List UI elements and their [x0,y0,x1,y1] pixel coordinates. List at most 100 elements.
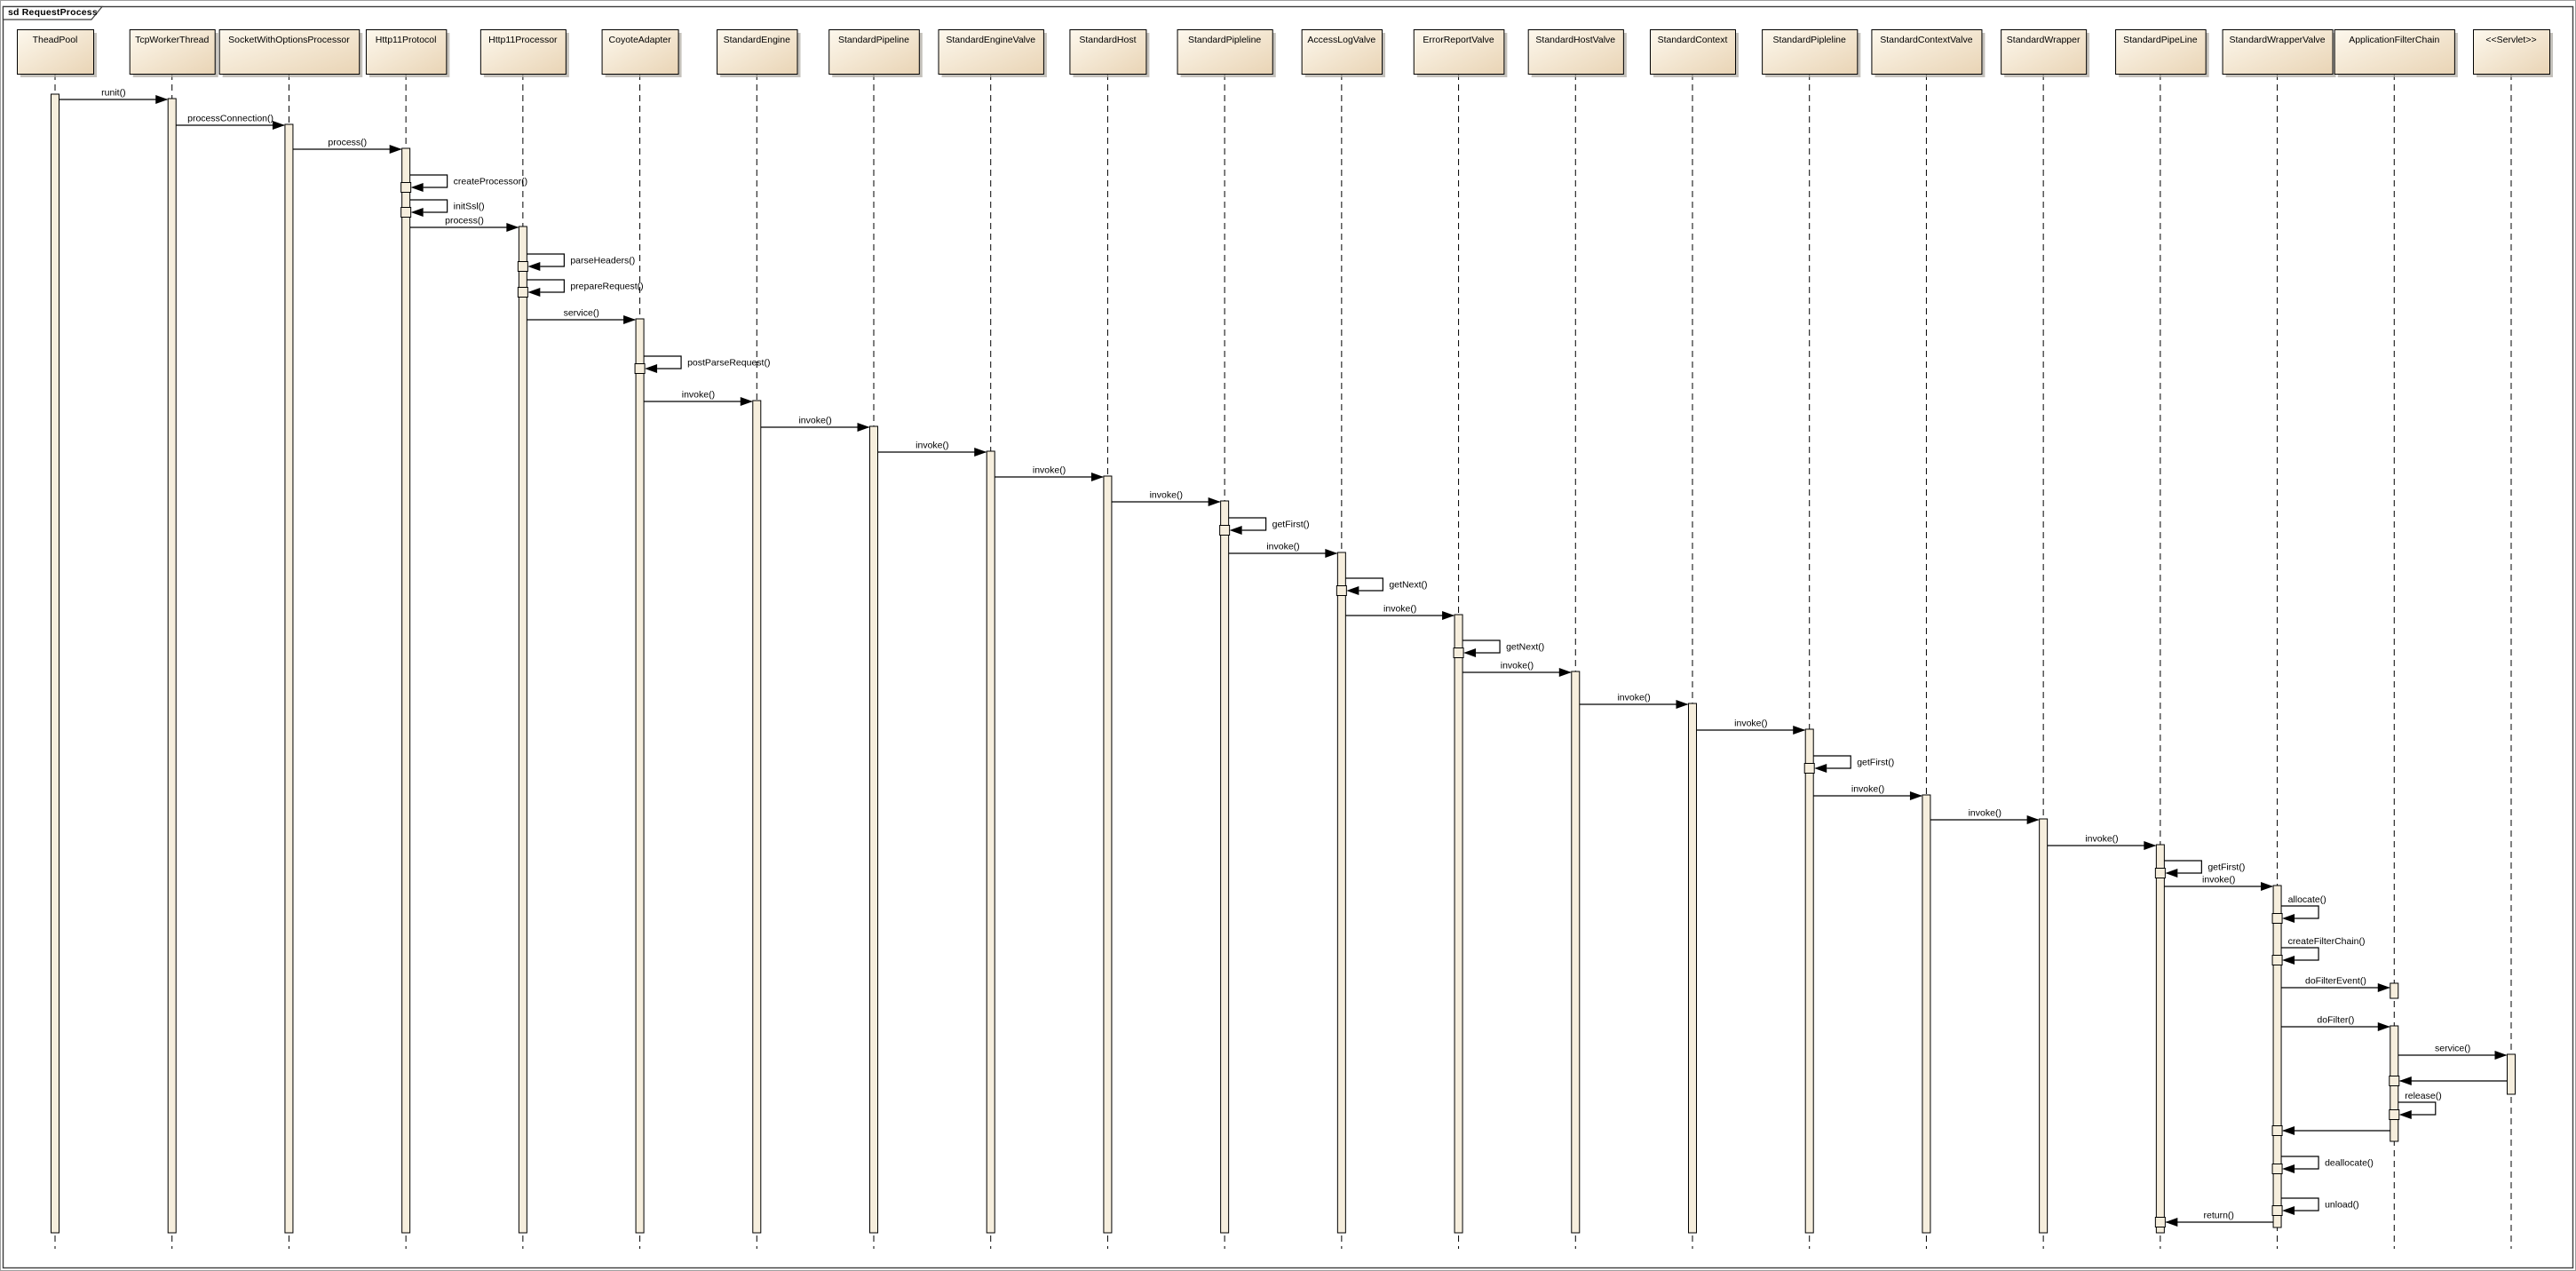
activation-bar[interactable] [2390,982,2399,999]
activation-bar[interactable] [635,318,645,1234]
activation-bar[interactable] [1571,671,1581,1234]
message-getfirst-23[interactable]: getFirst() [1803,755,1894,774]
lifeline-header-box[interactable] [365,29,448,75]
lifeline-tcpworkerthread[interactable]: TcpWorkerThread [129,29,218,1250]
activation-bar[interactable] [1687,703,1697,1234]
lifeline-standardpipleline[interactable]: StandardPipleline [1177,29,1276,1250]
message-preparerequest-7[interactable]: prepareRequest() [517,279,644,298]
activation-bar[interactable] [1454,614,1463,1234]
message-invoke-26[interactable]: invoke() [2047,834,2157,851]
message-invoke-12[interactable]: invoke() [877,441,987,457]
lifeline-standardpipeline[interactable]: StandardPipeline [828,29,923,1250]
lifeline-header-box[interactable] [2472,29,2550,75]
activation-bar[interactable] [518,226,527,1234]
arrowhead-left-icon [1814,764,1827,773]
message-dofilter-32[interactable]: doFilter() [2281,1015,2390,1032]
lifeline-header-box[interactable] [129,29,216,75]
lifeline-header-box[interactable] [17,29,94,75]
lifeline-header-box[interactable] [2334,29,2455,75]
lifeline-header-box[interactable] [1871,29,1983,75]
activation-bar[interactable] [51,93,59,1234]
message-invoke-13[interactable]: invoke() [995,465,1104,482]
lifeline-header-box[interactable] [1177,29,1273,75]
activation-bar[interactable] [2272,885,2282,1228]
message-getnext-19[interactable]: getNext() [1453,639,1544,658]
lifeline-standardpipeline[interactable]: StandardPipeLine [2115,29,2209,1250]
lifeline-applicationfilterchain[interactable]: ApplicationFilterChain [2334,29,2458,1250]
message-returnarrow-36[interactable] [2271,1125,2390,1136]
lifeline-header-box[interactable] [938,29,1044,75]
message-deallocate-37[interactable]: deallocate() [2271,1156,2374,1174]
activation-bar[interactable] [2155,844,2165,1234]
lifeline-header-box[interactable] [2222,29,2334,75]
message-getfirst-27[interactable]: getFirst() [2154,860,2245,878]
message-createfilterchain-30[interactable]: createFilterChain() [2271,936,2366,965]
lifeline-header-box[interactable] [828,29,920,75]
lifeline-header-box[interactable] [1527,29,1624,75]
activation-bar[interactable] [2039,818,2049,1234]
message-processconnection-1[interactable]: processConnection() [176,114,285,131]
message-getfirst-15[interactable]: getFirst() [1219,517,1310,536]
message-service-33[interactable]: service() [2398,1044,2508,1060]
lifeline-header-box[interactable] [218,29,361,75]
lifeline-header-box[interactable] [2115,29,2207,75]
activation-bar[interactable] [167,98,177,1234]
message-allocate-29[interactable]: allocate() [2271,894,2326,924]
message-runit-0[interactable]: runit() [59,88,169,105]
message-invoke-20[interactable]: invoke() [1462,661,1572,678]
message-invoke-14[interactable]: invoke() [1111,490,1221,507]
message-invoke-11[interactable]: invoke() [760,416,870,433]
activation-bar[interactable] [1336,552,1346,1234]
message-invoke-18[interactable]: invoke() [1345,604,1455,621]
lifeline-servlet[interactable]: <<Servlet>> [2472,29,2553,1250]
activation-bar[interactable] [401,147,411,1234]
lifeline-header-box[interactable] [1069,29,1147,75]
lifeline-standardcontextvalve[interactable]: StandardContextValve [1871,29,1986,1250]
lifeline-standardwrapper[interactable]: StandardWrapper [2001,29,2090,1250]
message-service-8[interactable]: service() [527,308,637,325]
message-invoke-28[interactable]: invoke() [2164,875,2274,892]
lifeline-header-box[interactable] [1413,29,1505,75]
message-process-2[interactable]: process() [292,138,402,155]
lifeline-standardpipleline[interactable]: StandardPipleline [1762,29,1861,1250]
activation-bar[interactable] [986,450,995,1234]
lifeline-header-box[interactable] [2001,29,2088,75]
message-getnext-17[interactable]: getNext() [1336,577,1428,596]
message-invoke-25[interactable]: invoke() [1930,808,2040,825]
message-unload-38[interactable]: unload() [2271,1197,2359,1216]
lifeline-header-box[interactable] [1762,29,1859,75]
message-returnarrow-34[interactable] [2389,1076,2508,1086]
lifeline-errorreportvalve[interactable]: ErrorReportValve [1413,29,1508,1250]
lifeline-standardwrappervalve[interactable]: StandardWrapperValve [2222,29,2336,1250]
lifeline-header-box[interactable] [480,29,567,75]
message-invoke-24[interactable]: invoke() [1813,784,1922,801]
lifeline-header-box[interactable] [717,29,798,75]
activation-bar[interactable] [1804,728,1814,1234]
lifeline-coyoteadapter[interactable]: CoyoteAdapter [601,29,682,1250]
message-dofilterevent-31[interactable]: doFilterEvent() [2281,976,2390,993]
message-postparserequest-9[interactable]: postParseRequest() [634,355,770,374]
message-parseheaders-6[interactable]: parseHeaders() [517,253,635,272]
lifeline-standardhostvalve[interactable]: StandardHostValve [1527,29,1627,1250]
activation-bar[interactable] [1103,475,1113,1234]
lifeline-header-box[interactable] [1301,29,1383,75]
lifeline-header-box[interactable] [601,29,679,75]
lifeline-standardcontext[interactable]: StandardContext [1649,29,1739,1250]
activation-bar[interactable] [284,123,294,1234]
arrowhead-right-icon [2377,1022,2390,1031]
message-invoke-10[interactable]: invoke() [644,390,753,407]
lifeline-header-box[interactable] [1649,29,1736,75]
activation-bar[interactable] [868,425,878,1234]
activation-bar[interactable] [1220,500,1230,1234]
message-invoke-21[interactable]: invoke() [1579,693,1689,710]
message-process-5[interactable]: process() [409,216,519,233]
activation-bar[interactable] [1922,794,1931,1234]
message-return-39[interactable]: return() [2154,1211,2274,1227]
message-createprocessor-3[interactable]: createProcessor() [400,174,527,193]
message-initssl-4[interactable]: initSsl() [400,199,485,218]
message-release-35[interactable]: release() [2389,1091,2442,1120]
activation-bar[interactable] [2506,1053,2516,1095]
activation-bar[interactable] [752,400,762,1234]
message-invoke-16[interactable]: invoke() [1228,542,1338,559]
message-invoke-22[interactable]: invoke() [1696,719,1806,735]
